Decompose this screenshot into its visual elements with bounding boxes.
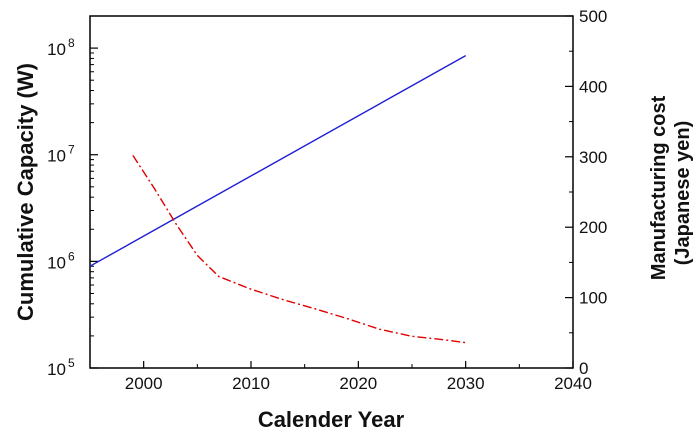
y-left-axis-title: Cumulative Capacity (W): [13, 63, 38, 321]
y-right-tick-label: 400: [579, 77, 607, 96]
x-axis-title: Calender Year: [258, 407, 405, 432]
y-left-tick-label: 10: [47, 360, 66, 379]
y-left-tick-label: 10: [47, 40, 66, 59]
y-left-tick-base: 10: [47, 40, 66, 59]
y-left-tick-label: 10: [47, 253, 66, 272]
y-right-tick-label: 200: [579, 218, 607, 237]
y-left-tick-base: 10: [47, 147, 66, 166]
plot-area-frame: [89, 15, 574, 369]
y-left-tick-exponent: 6: [68, 249, 75, 263]
y-left-tick-exponent: 8: [68, 36, 75, 50]
x-tick-label: 2040: [554, 374, 592, 393]
y-left-tick-base: 10: [47, 360, 66, 379]
y-left-tick-exponent: 7: [68, 143, 75, 157]
cost-series-line: [132, 155, 466, 344]
y-left-tick-base: 10: [47, 253, 66, 272]
capacity-series-line: [89, 54, 467, 267]
x-tick-label: 2020: [339, 374, 377, 393]
x-tick-label: 2030: [447, 374, 485, 393]
y-right-tick-label: 500: [579, 7, 607, 26]
y-left-tick-label: 10: [47, 147, 66, 166]
series-layer: [89, 54, 467, 344]
y-left-tick-exponent: 5: [68, 356, 75, 370]
x-tick-label: 2000: [125, 374, 163, 393]
y-right-tick-label: 100: [579, 289, 607, 308]
y-right-axis-title-line2: (Japanese yen): [672, 121, 694, 266]
y-right-axis-title-line1: Manufacturing cost: [648, 95, 670, 280]
x-tick-label: 2010: [232, 374, 270, 393]
y-right-tick-label: 0: [579, 359, 588, 378]
y-right-tick-label: 300: [579, 148, 607, 167]
